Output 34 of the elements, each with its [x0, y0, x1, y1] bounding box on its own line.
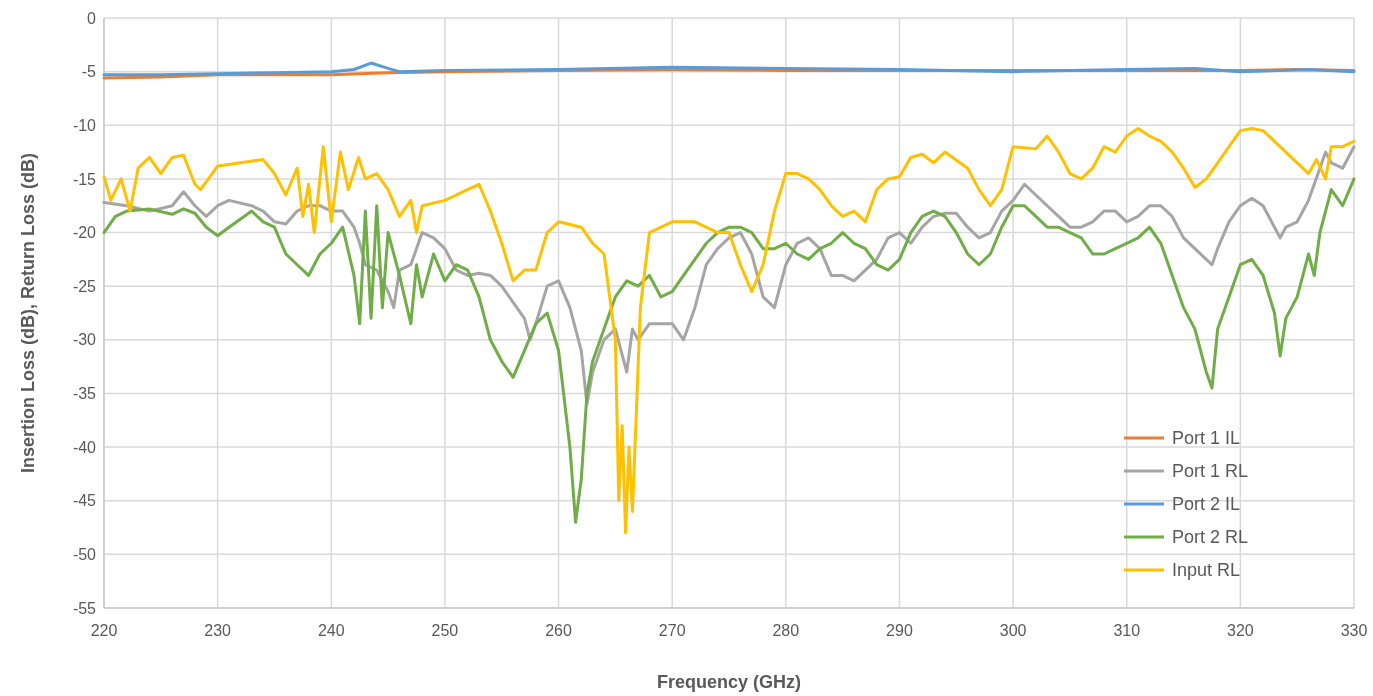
x-tick-label: 260: [545, 622, 572, 639]
x-tick-label: 280: [772, 622, 800, 639]
y-tick-label: -25: [72, 277, 97, 295]
y-tick-label: -45: [72, 492, 97, 510]
x-tick-label: 330: [1340, 622, 1368, 639]
y-tick-label: 0: [87, 9, 97, 27]
line-series: [102, 145, 1356, 406]
y-tick-label: -15: [72, 170, 97, 188]
legend-label: Port 2 RL: [1172, 527, 1249, 548]
y-tick-label: -55: [72, 599, 97, 617]
y-tick-label: -50: [72, 545, 97, 563]
x-tick-label: 230: [204, 622, 232, 639]
legend-label: Input RL: [1172, 560, 1241, 581]
y-tick-label: -30: [72, 331, 97, 349]
y-axis-title: Insertion Loss (dB), Return Loss (dB): [18, 152, 38, 474]
y-tick-label: -35: [72, 385, 97, 403]
legend-label: Port 1 IL: [1172, 428, 1241, 449]
x-tick-label: 250: [431, 622, 459, 639]
x-tick-label: 220: [90, 622, 118, 639]
y-tick-label: -40: [72, 438, 97, 456]
legend-label: Port 1 RL: [1172, 461, 1249, 482]
legend-label: Port 2 IL: [1172, 494, 1241, 515]
x-tick-label: 240: [317, 622, 345, 639]
x-tick-label: 300: [999, 622, 1027, 639]
x-axis-title: Frequency (GHz): [656, 672, 802, 692]
line-series: [102, 177, 1356, 524]
x-tick-label: 310: [1113, 622, 1141, 639]
y-tick-label: -10: [72, 116, 97, 134]
x-tick-label: 270: [658, 622, 686, 639]
y-tick-label: -5: [81, 63, 97, 81]
x-tick-label: 320: [1227, 622, 1254, 639]
line-series: [102, 61, 1356, 77]
x-tick-label: 290: [886, 622, 913, 639]
y-tick-label: -20: [72, 224, 97, 242]
